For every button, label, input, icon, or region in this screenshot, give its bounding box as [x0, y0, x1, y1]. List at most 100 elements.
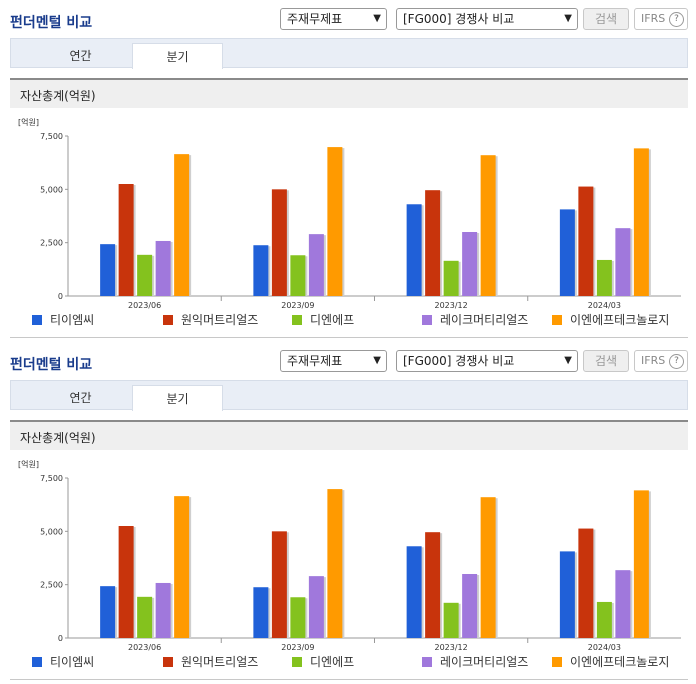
bar: [615, 228, 631, 296]
ifrs-button[interactable]: IFRS?: [634, 8, 688, 30]
bar: [480, 497, 496, 638]
peer-group-select[interactable]: [FG000] 경쟁사 비교 ▼: [396, 350, 578, 372]
bar: [425, 532, 441, 638]
bar: [425, 190, 441, 296]
period-tabs: 연간 분기: [10, 380, 688, 411]
y-tick-label: 7,500: [40, 132, 63, 141]
bar: [559, 551, 575, 638]
legend-swatch: [32, 657, 42, 667]
bar: [443, 602, 459, 638]
fundamental-panel: 펀더멘털 비교 주재무제표 ▼ [FG000] 경쟁사 비교 ▼ 검색 IFRS? …: [10, 8, 688, 338]
bar: [253, 587, 269, 638]
bar: [308, 576, 324, 638]
tab-annual[interactable]: 연간: [69, 391, 92, 405]
bar: [443, 260, 459, 296]
bar: [100, 586, 116, 638]
tab-quarterly[interactable]: 분기: [132, 385, 223, 411]
unit-label: [억원]: [18, 117, 39, 127]
y-tick-label: 5,000: [40, 185, 63, 194]
bar: [406, 204, 422, 296]
bar: [596, 259, 612, 296]
y-tick-label: 5,000: [40, 527, 63, 536]
legend-swatch: [552, 315, 562, 325]
bar: [100, 244, 116, 296]
legend-swatch: [163, 315, 173, 325]
legend-label: 레이크머티리얼즈: [440, 313, 528, 327]
bar: [308, 234, 324, 296]
bar: [633, 490, 649, 638]
section-title: 자산총계(억원): [20, 431, 96, 445]
legend-label: 이엔에프테크놀로지: [570, 313, 669, 327]
y-tick-label: 2,500: [40, 581, 63, 590]
y-tick-label: 2,500: [40, 239, 63, 248]
bar: [406, 546, 422, 638]
bar: [578, 528, 594, 638]
legend-swatch: [292, 657, 302, 667]
y-tick-label: 7,500: [40, 474, 63, 483]
search-button[interactable]: 검색: [583, 8, 629, 30]
fundamental-panel: 펀더멘털 비교 주재무제표 ▼ [FG000] 경쟁사 비교 ▼ 검색 IFRS? …: [0, 342, 696, 684]
legend-label: 원익머트리얼즈: [181, 655, 258, 669]
section-header: 자산총계(억원): [10, 78, 688, 108]
period-tabs: 연간 분기: [10, 38, 688, 69]
bar: [271, 531, 287, 638]
bar: [327, 147, 343, 296]
legend-swatch: [422, 315, 432, 325]
legend-swatch: [32, 315, 42, 325]
bar: [290, 597, 306, 638]
legend-label: 티이엠씨: [50, 313, 94, 327]
peer-group-select[interactable]: [FG000] 경쟁사 비교 ▼: [396, 8, 578, 30]
legend-swatch: [422, 657, 432, 667]
peer-group-value: [FG000] 경쟁사 비교: [403, 12, 515, 26]
total-assets-chart: [억원] 0 2,500 5,000 7,500 2023/06 2023/09 2023/1…: [18, 117, 681, 327]
statement-type-value: 주재무제표: [287, 354, 343, 368]
section-header: 자산총계(억원): [10, 420, 688, 450]
bar: [118, 184, 134, 296]
tab-annual[interactable]: 연간: [69, 49, 92, 63]
bar: [633, 148, 649, 296]
unit-label: [억원]: [18, 459, 39, 469]
bar: [155, 240, 171, 296]
help-icon[interactable]: ?: [669, 354, 684, 369]
bar: [290, 255, 306, 296]
chevron-down-icon: ▼: [564, 355, 572, 366]
bar: [462, 574, 478, 638]
x-tick-label: 2023/06: [128, 643, 161, 652]
bar: [559, 209, 575, 296]
tab-quarterly[interactable]: 분기: [132, 43, 223, 69]
y-tick-label: 0: [58, 634, 63, 643]
bar: [137, 254, 153, 296]
chevron-down-icon: ▼: [373, 355, 381, 366]
legend-swatch: [292, 315, 302, 325]
peer-group-value: [FG000] 경쟁사 비교: [403, 354, 515, 368]
statement-type-select[interactable]: 주재무제표 ▼: [280, 8, 387, 30]
chevron-down-icon: ▼: [373, 13, 381, 24]
chevron-down-icon: ▼: [564, 13, 572, 24]
legend-label: 원익머트리얼즈: [181, 313, 258, 327]
bar: [155, 582, 171, 638]
help-icon[interactable]: ?: [669, 12, 684, 27]
bar: [615, 570, 631, 638]
search-button[interactable]: 검색: [583, 350, 629, 372]
bar: [596, 601, 612, 638]
ifrs-button[interactable]: IFRS?: [634, 350, 688, 372]
legend-label: 디엔에프: [310, 655, 354, 669]
bar: [578, 186, 594, 296]
legend-label: 레이크머티리얼즈: [440, 655, 528, 669]
x-tick-label: 2023/12: [435, 643, 468, 652]
divider: [10, 679, 688, 680]
x-tick-label: 2024/03: [588, 301, 621, 310]
section-title: 자산총계(억원): [20, 89, 96, 103]
bar: [118, 526, 134, 638]
bar: [327, 489, 343, 638]
panel-title: 펀더멘털 비교: [10, 15, 93, 31]
legend-label: 티이엠씨: [50, 655, 94, 669]
statement-type-select[interactable]: 주재무제표 ▼: [280, 350, 387, 372]
x-tick-label: 2023/12: [435, 301, 468, 310]
bar: [174, 496, 190, 638]
bar: [271, 189, 287, 296]
bar: [137, 596, 153, 638]
statement-type-value: 주재무제표: [287, 12, 343, 26]
x-tick-label: 2023/06: [128, 301, 161, 310]
x-tick-label: 2023/09: [281, 643, 314, 652]
